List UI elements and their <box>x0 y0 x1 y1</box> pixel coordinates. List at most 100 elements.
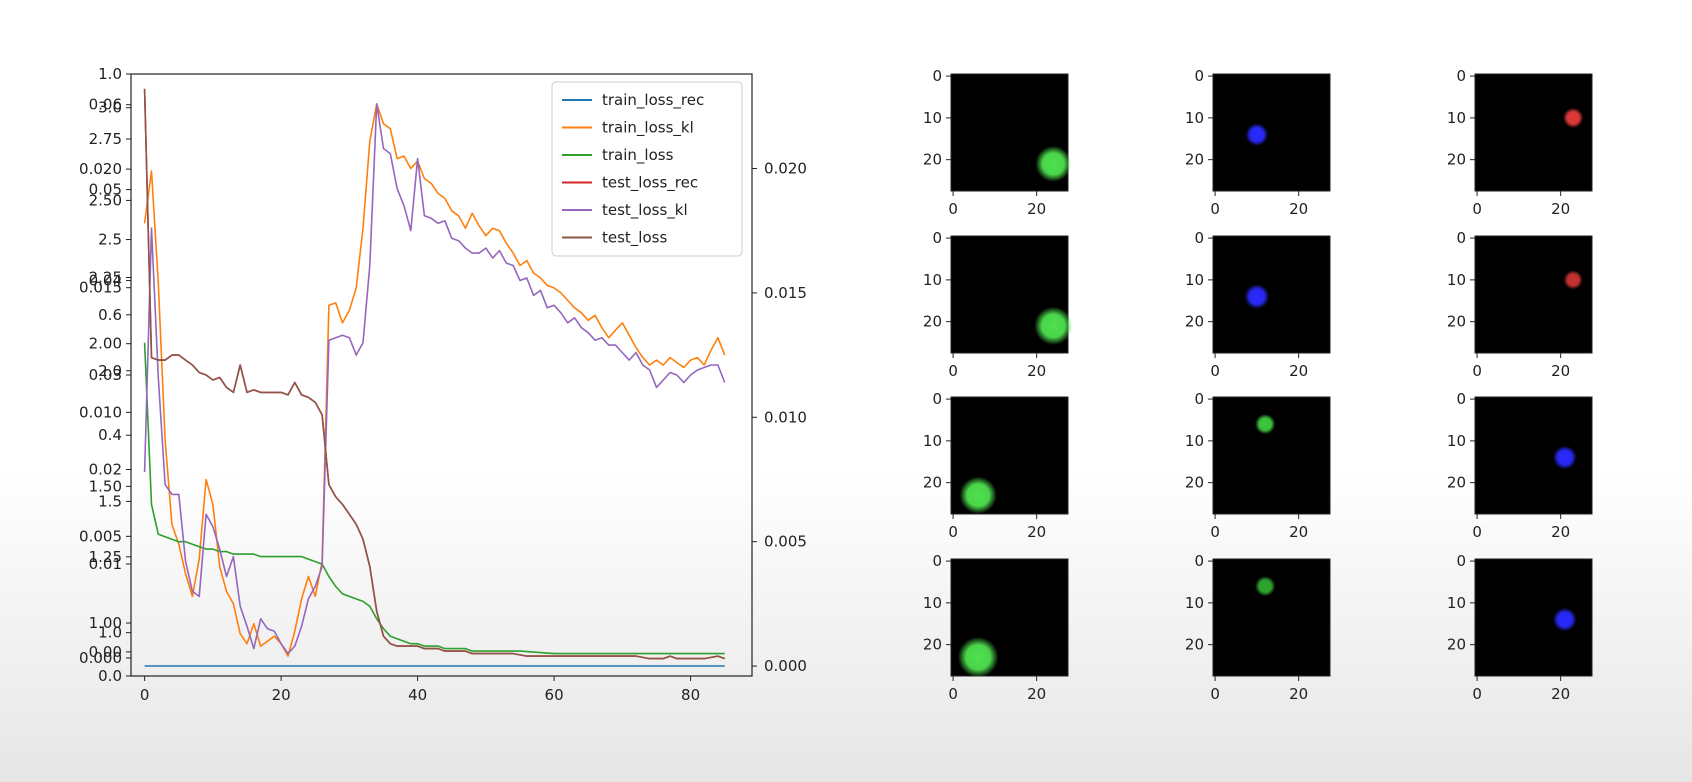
legend-entry-label: train_loss_rec <box>602 91 704 110</box>
image-blob <box>1245 123 1269 146</box>
image-x-tick-label: 20 <box>1289 362 1308 380</box>
image-x-tick-label: 20 <box>1551 200 1570 218</box>
image-y-tick-label: 10 <box>1185 432 1204 450</box>
legend-box <box>551 81 743 257</box>
x-tick-label: 80 <box>681 686 700 704</box>
image-blob <box>1563 270 1583 290</box>
left-y-tick-label: 0.000 <box>79 649 122 667</box>
series-line-test-loss-kl <box>143 103 726 655</box>
image-x-tick-label: 0 <box>948 362 958 380</box>
right-y-axis-ticks: 0.000 0.005 0.010 0.015 0.020 <box>752 160 807 675</box>
left-y-tick-label: 0.005 <box>79 527 122 545</box>
image-y-tick-label: 0 <box>1194 390 1204 408</box>
right-y-tick-label: 0.000 <box>764 657 807 675</box>
image-x-tick-label: 20 <box>1551 362 1570 380</box>
left-y-tick-label: 2.25 <box>89 268 122 286</box>
image-blob <box>1552 607 1577 632</box>
image-x-tick-label: 20 <box>1027 200 1046 218</box>
left-y-tick-label: 0.06 <box>89 96 122 114</box>
image-background <box>1212 235 1331 354</box>
image-y-tick-label: 20 <box>1185 636 1204 654</box>
image-blob <box>1552 445 1577 470</box>
image-x-tick-label: 0 <box>1210 362 1220 380</box>
image-x-tick-label: 0 <box>948 523 958 541</box>
image-x-tick-label: 20 <box>1551 523 1570 541</box>
image-background <box>1212 396 1331 515</box>
left-y-tick-label: 2.00 <box>89 335 122 353</box>
image-blob <box>957 636 999 678</box>
right-y-tick-label: 0.005 <box>764 533 807 551</box>
image-x-tick-label: 20 <box>1289 523 1308 541</box>
right-y-tick-label: 0.010 <box>764 408 807 426</box>
image-y-tick-label: 10 <box>1185 109 1204 127</box>
image-y-tick-label: 0 <box>1194 552 1204 570</box>
x-tick-label: 20 <box>272 686 291 704</box>
generated-image-r3c2: 0 20 0 10 20 <box>1447 552 1593 703</box>
x-tick-label: 60 <box>545 686 564 704</box>
image-y-tick-label: 10 <box>923 271 942 289</box>
plot-frame <box>130 73 753 677</box>
left-y-tick-label: 1.25 <box>89 548 122 566</box>
generated-image-r1c1: 0 20 0 10 20 <box>1185 229 1331 380</box>
image-x-tick-label: 20 <box>1027 685 1046 703</box>
x-tick-label: 0 <box>140 686 150 704</box>
generated-image-r0c0: 0 20 0 10 20 <box>923 67 1072 218</box>
generated-image-r0c2: 0 20 0 10 20 <box>1447 67 1593 218</box>
legend-entry-label: train_loss <box>602 146 674 165</box>
image-y-tick-label: 20 <box>1447 474 1466 492</box>
left-y-tick-label: 1.5 <box>98 492 122 510</box>
left-y-tick-label: 0.4 <box>98 426 122 444</box>
image-y-tick-label: 20 <box>1447 313 1466 331</box>
series-line-test-loss <box>143 88 725 660</box>
image-x-tick-label: 0 <box>948 200 958 218</box>
image-blob <box>1563 107 1584 129</box>
image-y-tick-label: 20 <box>1185 313 1204 331</box>
image-y-tick-label: 10 <box>1447 432 1466 450</box>
left-y-tick-label: 0.02 <box>89 461 122 479</box>
image-x-tick-label: 0 <box>1472 685 1482 703</box>
image-blob <box>1255 414 1276 435</box>
left-y-tick-label: 2.0 <box>98 362 122 380</box>
image-background <box>1212 73 1331 192</box>
image-blob <box>1244 284 1270 309</box>
image-x-tick-label: 0 <box>1472 200 1482 218</box>
image-x-tick-label: 20 <box>1027 362 1046 380</box>
left-y-tick-label: 0.010 <box>79 403 122 421</box>
image-blob <box>1034 306 1073 346</box>
legend-entry-label: test_loss <box>602 229 667 248</box>
image-blob <box>1035 145 1072 182</box>
left-y-tick-label: 0.05 <box>89 181 122 199</box>
image-y-tick-label: 0 <box>932 390 942 408</box>
left-y-tick-label: 2.50 <box>89 191 122 209</box>
generated-image-r3c1: 0 20 0 10 20 <box>1185 552 1331 703</box>
left-y-tick-label: 2.5 <box>98 231 122 249</box>
image-y-tick-label: 0 <box>1456 229 1466 247</box>
left-y-tick-label: 3.0 <box>98 99 122 117</box>
left-y-tick-label: 1.0 <box>98 624 122 642</box>
legend-entry-label: train_loss_kl <box>602 119 694 138</box>
image-y-tick-label: 20 <box>1185 151 1204 169</box>
image-y-tick-label: 0 <box>1194 229 1204 247</box>
image-x-tick-label: 0 <box>1472 362 1482 380</box>
series-line-train-loss <box>143 342 725 655</box>
image-y-tick-label: 0 <box>1456 552 1466 570</box>
generated-image-r2c2: 0 20 0 10 20 <box>1447 390 1593 541</box>
legend-entry-label: test_loss_kl <box>602 201 688 220</box>
left-y-tick-label: 0.04 <box>89 271 122 289</box>
left-y-tick-label: 0.00 <box>89 643 122 661</box>
image-x-tick-label: 20 <box>1027 523 1046 541</box>
image-y-tick-label: 10 <box>923 109 942 127</box>
generated-image-r2c1: 0 20 0 10 20 <box>1185 390 1331 541</box>
left-y-tick-label: 0.03 <box>89 366 122 384</box>
image-x-tick-label: 20 <box>1551 685 1570 703</box>
legend-entry-label: test_loss_rec <box>602 174 698 193</box>
image-y-tick-label: 0 <box>1194 67 1204 85</box>
image-y-tick-label: 10 <box>1185 594 1204 612</box>
image-y-tick-label: 20 <box>923 474 942 492</box>
series-lines <box>143 88 726 667</box>
generated-image-r3c0: 0 20 0 10 20 <box>923 552 1069 703</box>
x-axis-ticks: 0 20 40 60 80 <box>140 676 700 704</box>
image-y-tick-label: 20 <box>1185 474 1204 492</box>
left-y-tick-label: 2.75 <box>89 130 122 148</box>
